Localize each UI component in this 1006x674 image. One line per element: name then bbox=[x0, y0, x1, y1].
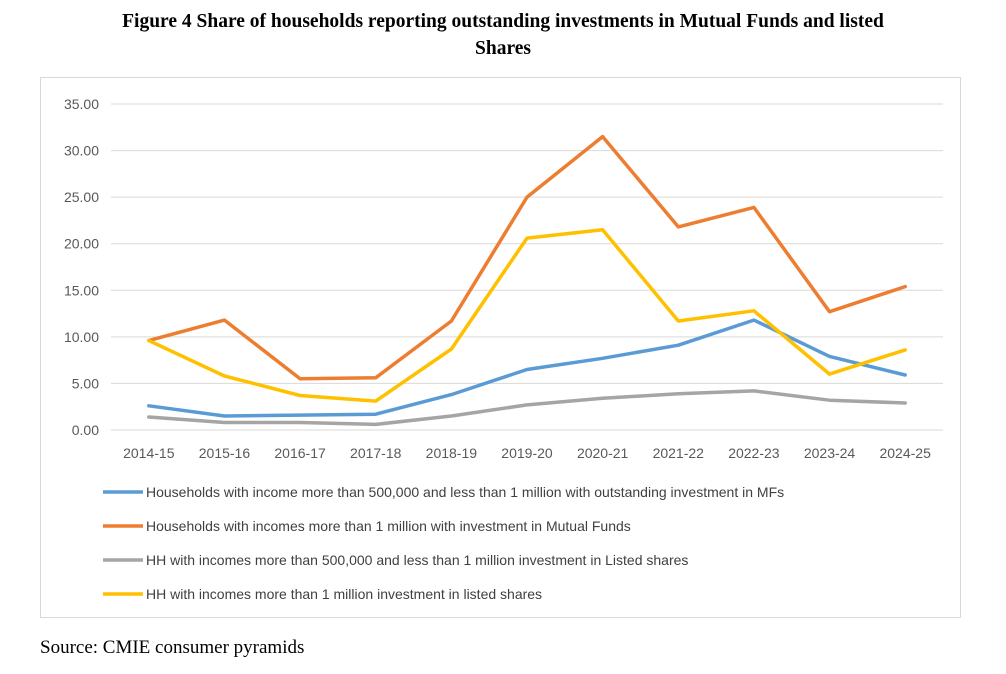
x-tick-label: 2022-23 bbox=[728, 445, 780, 461]
legend-label: Households with income more than 500,000… bbox=[146, 484, 784, 500]
x-tick-label: 2015-16 bbox=[199, 445, 251, 461]
gridlines bbox=[111, 103, 943, 431]
figure-title: Figure 4 Share of households reporting o… bbox=[0, 8, 1006, 62]
legend-item-1: Households with income more than 500,000… bbox=[103, 484, 784, 500]
y-tick-label: 30.00 bbox=[64, 143, 99, 159]
legend-item-2: Households with incomes more than 1 mill… bbox=[103, 518, 631, 534]
legend-label: HH with incomes more than 1 million inve… bbox=[146, 586, 542, 602]
figure-title-line-1: Figure 4 Share of households reporting o… bbox=[122, 11, 884, 32]
legend-item-3: HH with incomes more than 500,000 and le… bbox=[103, 552, 688, 568]
y-tick-label: 0.00 bbox=[72, 422, 99, 438]
legend: Households with income more than 500,000… bbox=[103, 484, 784, 602]
y-tick-label: 35.00 bbox=[64, 96, 99, 112]
y-axis-ticks: 0.00 5.00 10.00 15.00 20.00 25.00 30.00 35.00 bbox=[64, 96, 99, 438]
x-tick-label: 2017-18 bbox=[350, 445, 402, 461]
line-chart: 0.00 5.00 10.00 15.00 20.00 25.00 30.00 35.00 2… bbox=[64, 96, 943, 602]
figure-title-line-2: Shares bbox=[475, 38, 531, 59]
chart-area: 0.00 5.00 10.00 15.00 20.00 25.00 30.00 35.00 2… bbox=[40, 77, 961, 618]
legend-label: HH with incomes more than 500,000 and le… bbox=[146, 552, 688, 568]
legend-label: Households with incomes more than 1 mill… bbox=[146, 518, 631, 534]
y-tick-label: 5.00 bbox=[72, 375, 99, 391]
series-line-3 bbox=[147, 389, 907, 427]
series-line-4 bbox=[147, 227, 907, 403]
x-tick-label: 2014-15 bbox=[123, 445, 175, 461]
series-lines bbox=[147, 134, 907, 427]
x-tick-label: 2020-21 bbox=[577, 445, 629, 461]
y-tick-label: 10.00 bbox=[64, 329, 99, 345]
x-tick-label: 2018-19 bbox=[426, 445, 478, 461]
y-tick-label: 15.00 bbox=[64, 282, 99, 298]
x-tick-label: 2021-22 bbox=[653, 445, 705, 461]
x-tick-label: 2016-17 bbox=[274, 445, 326, 461]
series-line-2 bbox=[147, 134, 907, 381]
x-tick-label: 2024-25 bbox=[879, 445, 931, 461]
x-tick-label: 2019-20 bbox=[501, 445, 553, 461]
y-tick-label: 25.00 bbox=[64, 189, 99, 205]
y-tick-label: 20.00 bbox=[64, 236, 99, 252]
x-tick-label: 2023-24 bbox=[804, 445, 856, 461]
source-note: Source: CMIE consumer pyramids bbox=[40, 637, 305, 658]
x-axis-ticks: 2014-15 2015-16 2016-17 2017-18 2018-19 2019-… bbox=[123, 445, 931, 461]
legend-item-4: HH with incomes more than 1 million inve… bbox=[103, 586, 542, 602]
series-line-1 bbox=[147, 318, 907, 418]
